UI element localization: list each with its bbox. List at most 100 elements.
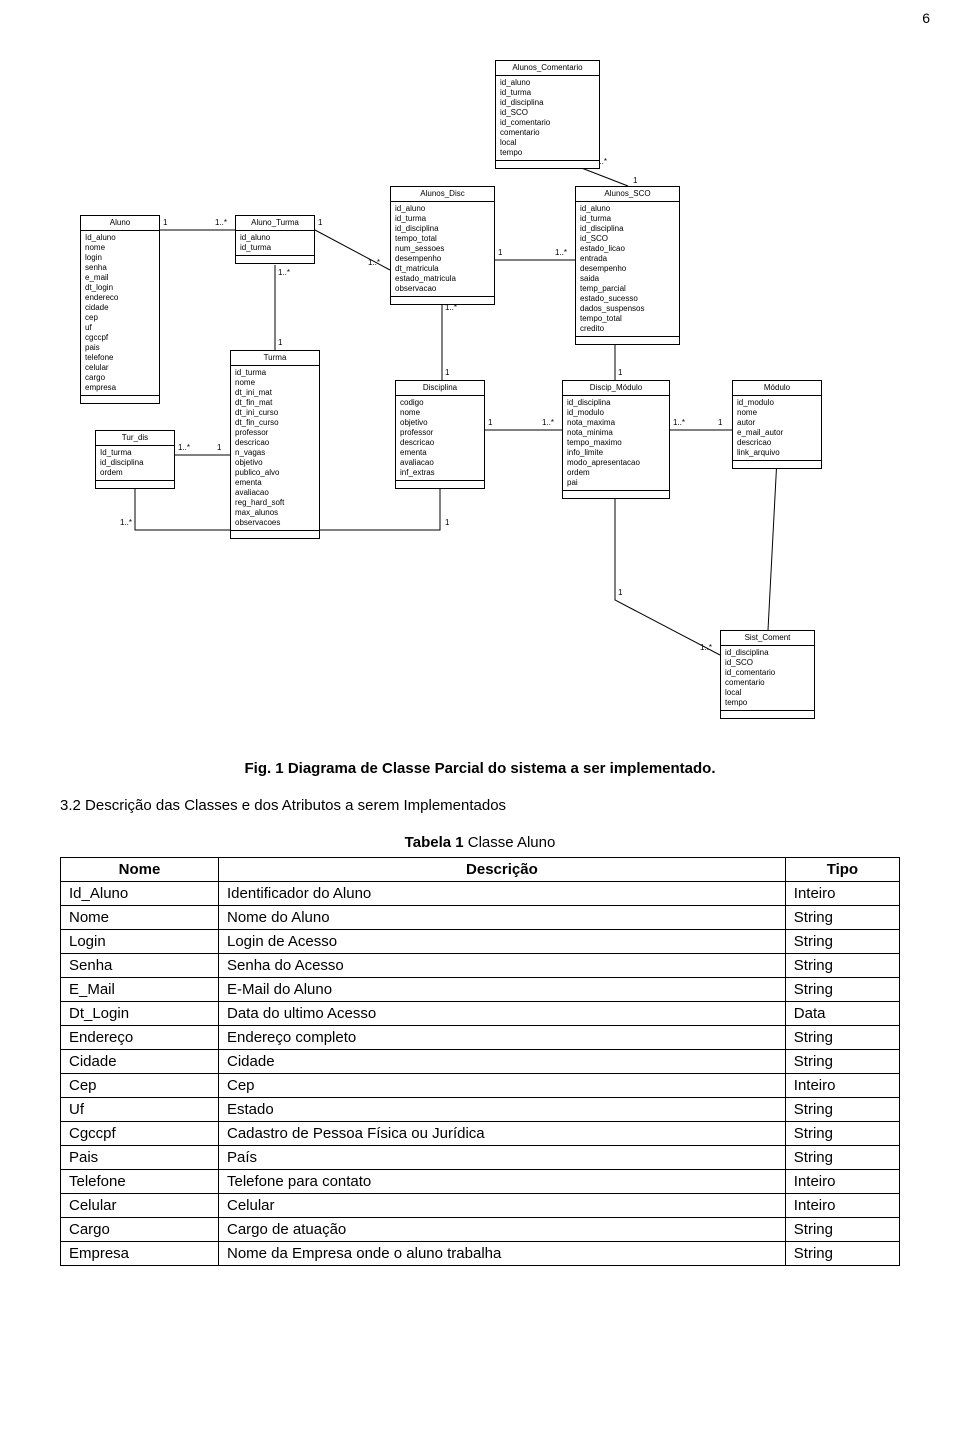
table-cell: Cadastro de Pessoa Física ou Jurídica — [219, 1122, 786, 1146]
mult-label: 1 — [278, 338, 282, 347]
table-row: LoginLogin de AcessoString — [61, 930, 900, 954]
class-title: Módulo — [733, 381, 821, 396]
class-attr: publico_alvo — [235, 468, 315, 478]
class-attr: cgccpf — [85, 333, 155, 343]
class-ops-empty — [733, 460, 821, 468]
class-attrs: id_alunoid_turmaid_disciplinatempo_total… — [391, 202, 494, 296]
table-row: CelularCelularInteiro — [61, 1194, 900, 1218]
mult-label: 1 — [718, 418, 722, 427]
class-attr: id_comentario — [725, 668, 810, 678]
class-attr: ordem — [100, 468, 170, 478]
table-row: UfEstadoString — [61, 1098, 900, 1122]
class-attr: id_modulo — [567, 408, 665, 418]
table-cell: String — [785, 954, 899, 978]
table-row: PaisPaísString — [61, 1146, 900, 1170]
class-attr: descricao — [235, 438, 315, 448]
class-attr: dados_suspensos — [580, 304, 675, 314]
class-ops-empty — [396, 480, 484, 488]
table-cell: Cgccpf — [61, 1122, 219, 1146]
mult-label: 1 — [445, 368, 449, 377]
class-title: Alunos_Comentario — [496, 61, 599, 76]
table-header: Nome — [61, 858, 219, 882]
mult-label: 1..* — [542, 418, 554, 427]
class-attr: id_aluno — [395, 204, 490, 214]
class-attr: pai — [567, 478, 665, 488]
table-cell: Senha do Acesso — [219, 954, 786, 978]
mult-label: 1 — [445, 518, 449, 527]
class-attr: tempo_total — [395, 234, 490, 244]
class-attr: estado_licao — [580, 244, 675, 254]
mult-label: 1..* — [555, 248, 567, 257]
table-cell: Empresa — [61, 1242, 219, 1266]
class-box-aluno: AlunoId_alunonomeloginsenhae_maildt_logi… — [80, 215, 160, 404]
class-attr: local — [500, 138, 595, 148]
class-attr: id_turma — [235, 368, 315, 378]
table-cell: String — [785, 1242, 899, 1266]
table-header: Tipo — [785, 858, 899, 882]
class-attr: Id_aluno — [85, 233, 155, 243]
class-title: Turma — [231, 351, 319, 366]
table-cell: E_Mail — [61, 978, 219, 1002]
class-attr: inf_extras — [400, 468, 480, 478]
class-attr: tempo — [725, 698, 810, 708]
class-attr: ementa — [235, 478, 315, 488]
class-attr: id_turma — [395, 214, 490, 224]
class-title: Alunos_SCO — [576, 187, 679, 202]
class-attr: objetivo — [400, 418, 480, 428]
class-ops-empty — [496, 160, 599, 168]
section-heading: 3.2 Descrição das Classes e dos Atributo… — [60, 797, 900, 814]
class-attr: credito — [580, 324, 675, 334]
class-attr: endereco — [85, 293, 155, 303]
class-attr: dt_fin_curso — [235, 418, 315, 428]
class-attr: id_SCO — [725, 658, 810, 668]
table-cell: Inteiro — [785, 1170, 899, 1194]
table-row: E_MailE-Mail do AlunoString — [61, 978, 900, 1002]
mult-label: 1..* — [673, 418, 685, 427]
class-attr: telefone — [85, 353, 155, 363]
class-attr: id_disciplina — [395, 224, 490, 234]
table-cell: String — [785, 978, 899, 1002]
table-cell: Endereço completo — [219, 1026, 786, 1050]
table-cell: String — [785, 1098, 899, 1122]
class-attr: cidade — [85, 303, 155, 313]
table-row: NomeNome do AlunoString — [61, 906, 900, 930]
class-attr: id_SCO — [580, 234, 675, 244]
class-attr: entrada — [580, 254, 675, 264]
class-ops-empty — [81, 395, 159, 403]
class-attr: id_aluno — [240, 233, 310, 243]
class-attr: n_vagas — [235, 448, 315, 458]
table-cell: String — [785, 1122, 899, 1146]
class-attr: id_disciplina — [500, 98, 595, 108]
table-cell: Login — [61, 930, 219, 954]
class-diagram: 1 1..* 1 1..* 1 1..* 1..* 1 1 1..* 1 1..… — [20, 60, 940, 740]
class-attrs: id_disciplinaid_SCOid_comentariocomentar… — [721, 646, 814, 710]
class-box-sist_coment: Sist_Comentid_disciplinaid_SCOid_comenta… — [720, 630, 815, 719]
class-attrs: Id_turmaid_disciplinaordem — [96, 446, 174, 480]
class-box-alunos_disc: Alunos_Discid_alunoid_turmaid_disciplina… — [390, 186, 495, 305]
class-attr: e_mail — [85, 273, 155, 283]
class-box-turma: Turmaid_turmanomedt_ini_matdt_fin_matdt_… — [230, 350, 320, 539]
class-attr: nome — [235, 378, 315, 388]
class-attr: id_disciplina — [580, 224, 675, 234]
table-row: Id_AlunoIdentificador do AlunoInteiro — [61, 882, 900, 906]
class-attr: autor — [737, 418, 817, 428]
class-attr: num_sessoes — [395, 244, 490, 254]
mult-label: 1..* — [178, 443, 190, 452]
class-attr: id_turma — [240, 243, 310, 253]
class-title: Alunos_Disc — [391, 187, 494, 202]
class-title: Sist_Coment — [721, 631, 814, 646]
class-attr: cep — [85, 313, 155, 323]
class-ops-empty — [576, 336, 679, 344]
class-attr: tempo — [500, 148, 595, 158]
mult-label: 1 — [163, 218, 167, 227]
class-attr: uf — [85, 323, 155, 333]
figure-caption: Fig. 1 Diagrama de Classe Parcial do sis… — [20, 760, 940, 777]
class-attr: temp_parcial — [580, 284, 675, 294]
table-cell: Cidade — [61, 1050, 219, 1074]
table-cell: Senha — [61, 954, 219, 978]
class-attr: id_aluno — [500, 78, 595, 88]
mult-label: 1..* — [700, 643, 712, 652]
table-cell: Telefone para contato — [219, 1170, 786, 1194]
class-box-modulo: Móduloid_modulonomeautore_mail_autordesc… — [732, 380, 822, 469]
table-row: TelefoneTelefone para contatoInteiro — [61, 1170, 900, 1194]
